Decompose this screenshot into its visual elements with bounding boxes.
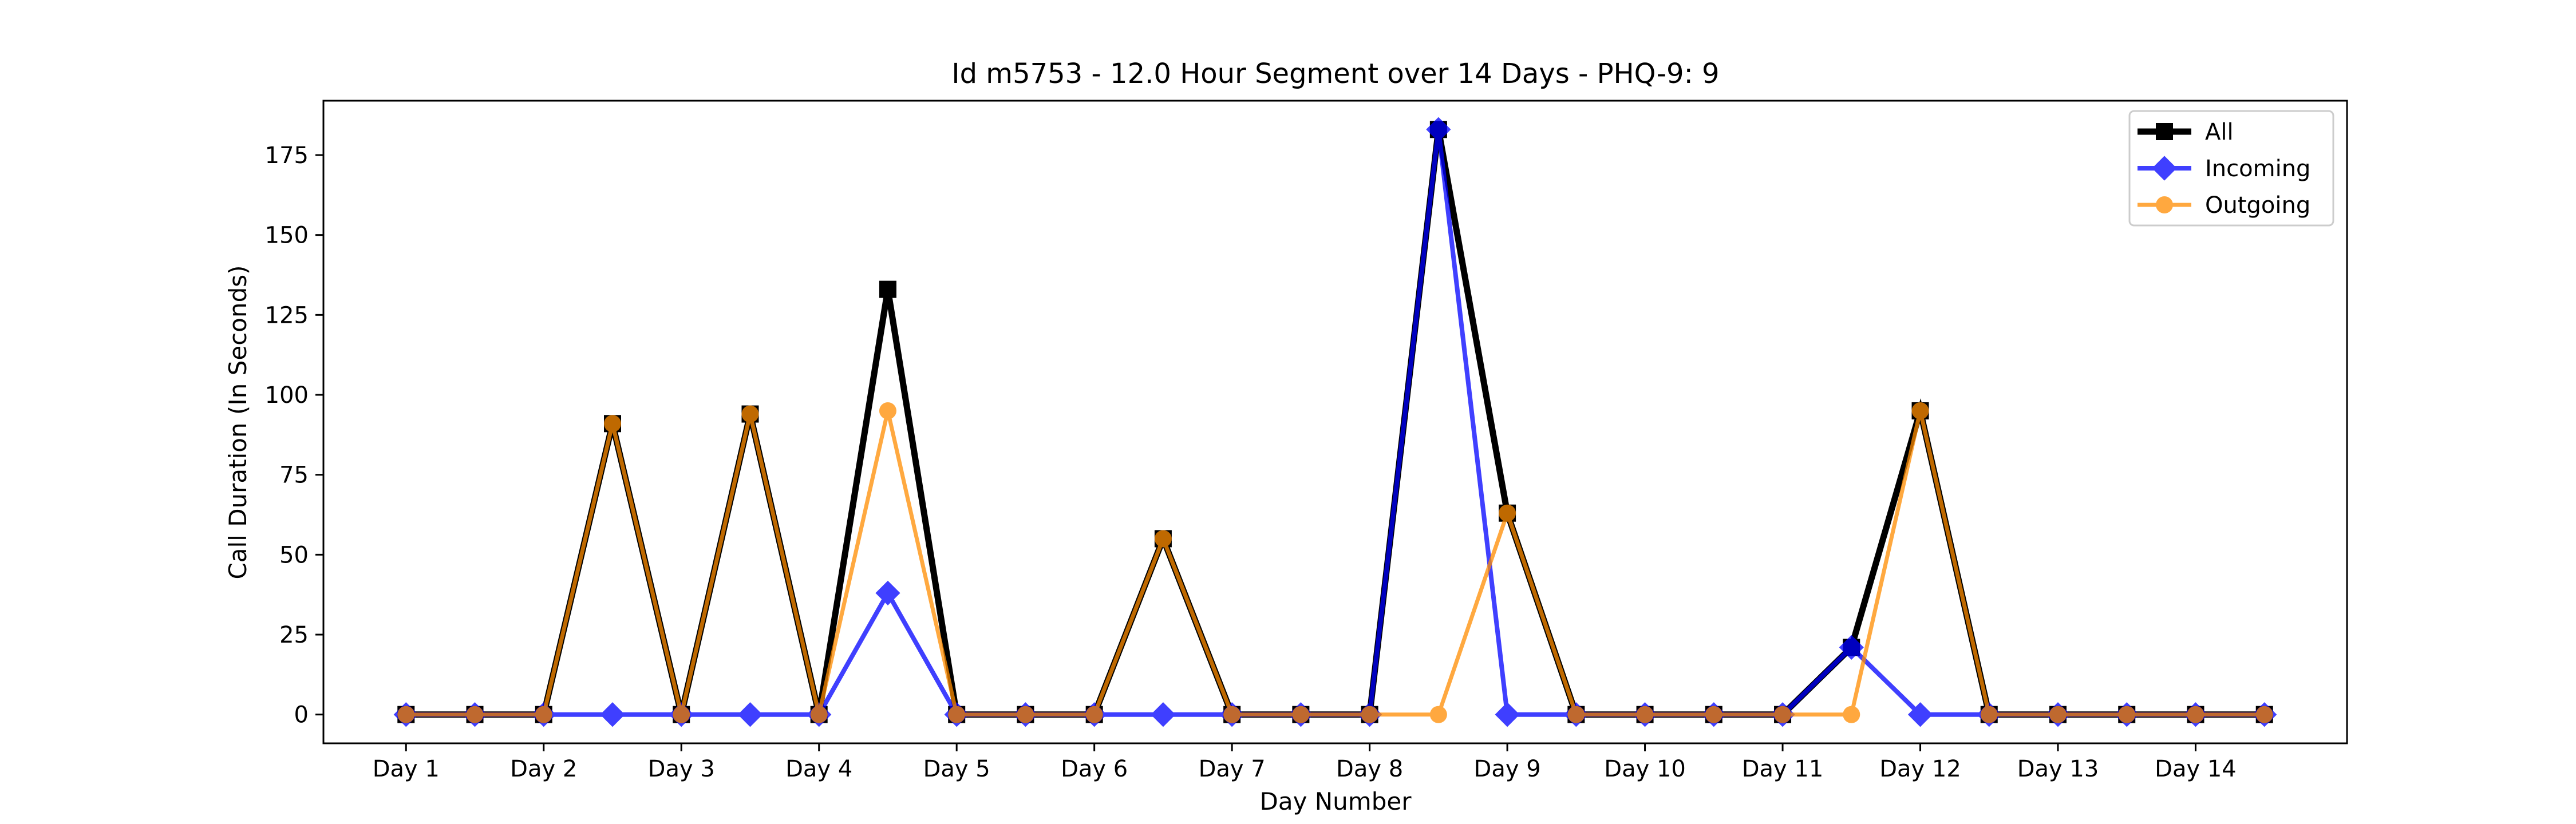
axes: 0 25 50 75 100 125 150 175 Day 1 Day 2 Day 3 Day 4 D…: [265, 100, 2348, 782]
data-point-outgoing: [1774, 706, 1792, 723]
legend-item-all: [2138, 123, 2191, 140]
x-tick-label: Day 14: [2155, 756, 2237, 782]
legend-item-incoming: [2138, 156, 2191, 181]
data-point-outgoing: [879, 402, 896, 419]
y-tick-label: 50: [279, 542, 309, 568]
x-tick-label: Day 10: [1604, 756, 1686, 782]
legend-label-incoming: Incoming: [2205, 156, 2310, 182]
data-point-outgoing: [673, 706, 690, 723]
y-axis-label: Call Duration (In Seconds): [224, 265, 252, 579]
legend-label-outgoing: Outgoing: [2205, 192, 2310, 219]
data-point-outgoing: [604, 415, 621, 433]
data-point-incoming: [600, 702, 625, 727]
data-point-outgoing: [741, 405, 759, 423]
data-point-incoming: [1907, 702, 1933, 727]
series-line-outgoing: [406, 410, 2265, 717]
data-point-outgoing: [1980, 706, 1998, 723]
x-tick-label: Day 2: [510, 756, 577, 782]
data-point-outgoing: [2255, 706, 2273, 723]
legend-label-all: All: [2205, 119, 2234, 145]
x-tick-label: Day 12: [1879, 756, 1961, 782]
y-tick-label: 25: [279, 622, 309, 648]
axes-frame: [322, 100, 2348, 744]
data-point-outgoing: [1843, 706, 1860, 723]
y-tick-label: 150: [265, 223, 309, 249]
data-point-outgoing: [1223, 706, 1241, 723]
y-tick-label: 75: [279, 462, 309, 489]
plot-area: [393, 117, 2277, 727]
y-tick-label: 125: [265, 302, 309, 328]
data-point-outgoing: [2049, 706, 2067, 723]
data-point-outgoing: [1429, 706, 1447, 723]
x-tick-label: Day 8: [1336, 756, 1403, 782]
data-point-outgoing: [1361, 706, 1378, 723]
x-axis-label: Day Number: [1259, 787, 1412, 815]
legend-marker-outgoing: [2156, 196, 2173, 213]
legend-box: [2128, 110, 2334, 227]
x-tick-label: Day 13: [2017, 756, 2099, 782]
x-tick-label: Day 4: [785, 756, 852, 782]
data-point-outgoing: [2118, 706, 2136, 723]
series-outgoing: [397, 402, 2273, 723]
data-point-outgoing: [948, 706, 966, 723]
data-point-outgoing: [1499, 504, 1516, 522]
x-tick-label: Day 1: [373, 756, 440, 782]
data-point-outgoing: [466, 706, 484, 723]
data-point-outgoing: [1292, 706, 1310, 723]
y-tick-label: 175: [265, 142, 309, 169]
chart-title: Id m5753 - 12.0 Hour Segment over 14 Day…: [951, 58, 1719, 90]
data-point-outgoing: [1567, 706, 1585, 723]
x-tick-label: Day 11: [1742, 756, 1824, 782]
y-tick-label: 100: [265, 382, 309, 409]
legend-marker-all: [2156, 123, 2173, 140]
data-point-outgoing: [1705, 706, 1722, 723]
x-tick-label: Day 7: [1199, 756, 1266, 782]
data-point-outgoing: [1017, 706, 1034, 723]
data-point-incoming: [1495, 702, 1520, 727]
data-point-outgoing: [1636, 706, 1654, 723]
x-tick-label: Day 9: [1474, 756, 1541, 782]
legend: All Incoming Outgoing: [2128, 110, 2334, 227]
data-point-incoming: [737, 702, 763, 727]
data-point-incoming: [1151, 702, 1176, 727]
data-point-outgoing: [1911, 402, 1929, 419]
data-point-outgoing: [535, 706, 552, 723]
y-tick-label: 0: [294, 702, 309, 728]
data-point-incoming: [1839, 635, 1864, 660]
data-point-outgoing: [2187, 706, 2204, 723]
data-point-outgoing: [1154, 530, 1172, 548]
data-point-incoming: [875, 580, 900, 606]
data-point-incoming: [1426, 117, 1451, 142]
legend-marker-incoming: [2152, 156, 2177, 181]
data-point-outgoing: [810, 706, 828, 723]
data-point-all: [879, 280, 896, 298]
x-tick-label: Day 5: [923, 756, 990, 782]
x-tick-label: Day 6: [1061, 756, 1128, 782]
data-point-outgoing: [397, 706, 415, 723]
data-point-outgoing: [1085, 706, 1103, 723]
x-tick-label: Day 3: [648, 756, 715, 782]
legend-item-outgoing: [2138, 196, 2191, 213]
